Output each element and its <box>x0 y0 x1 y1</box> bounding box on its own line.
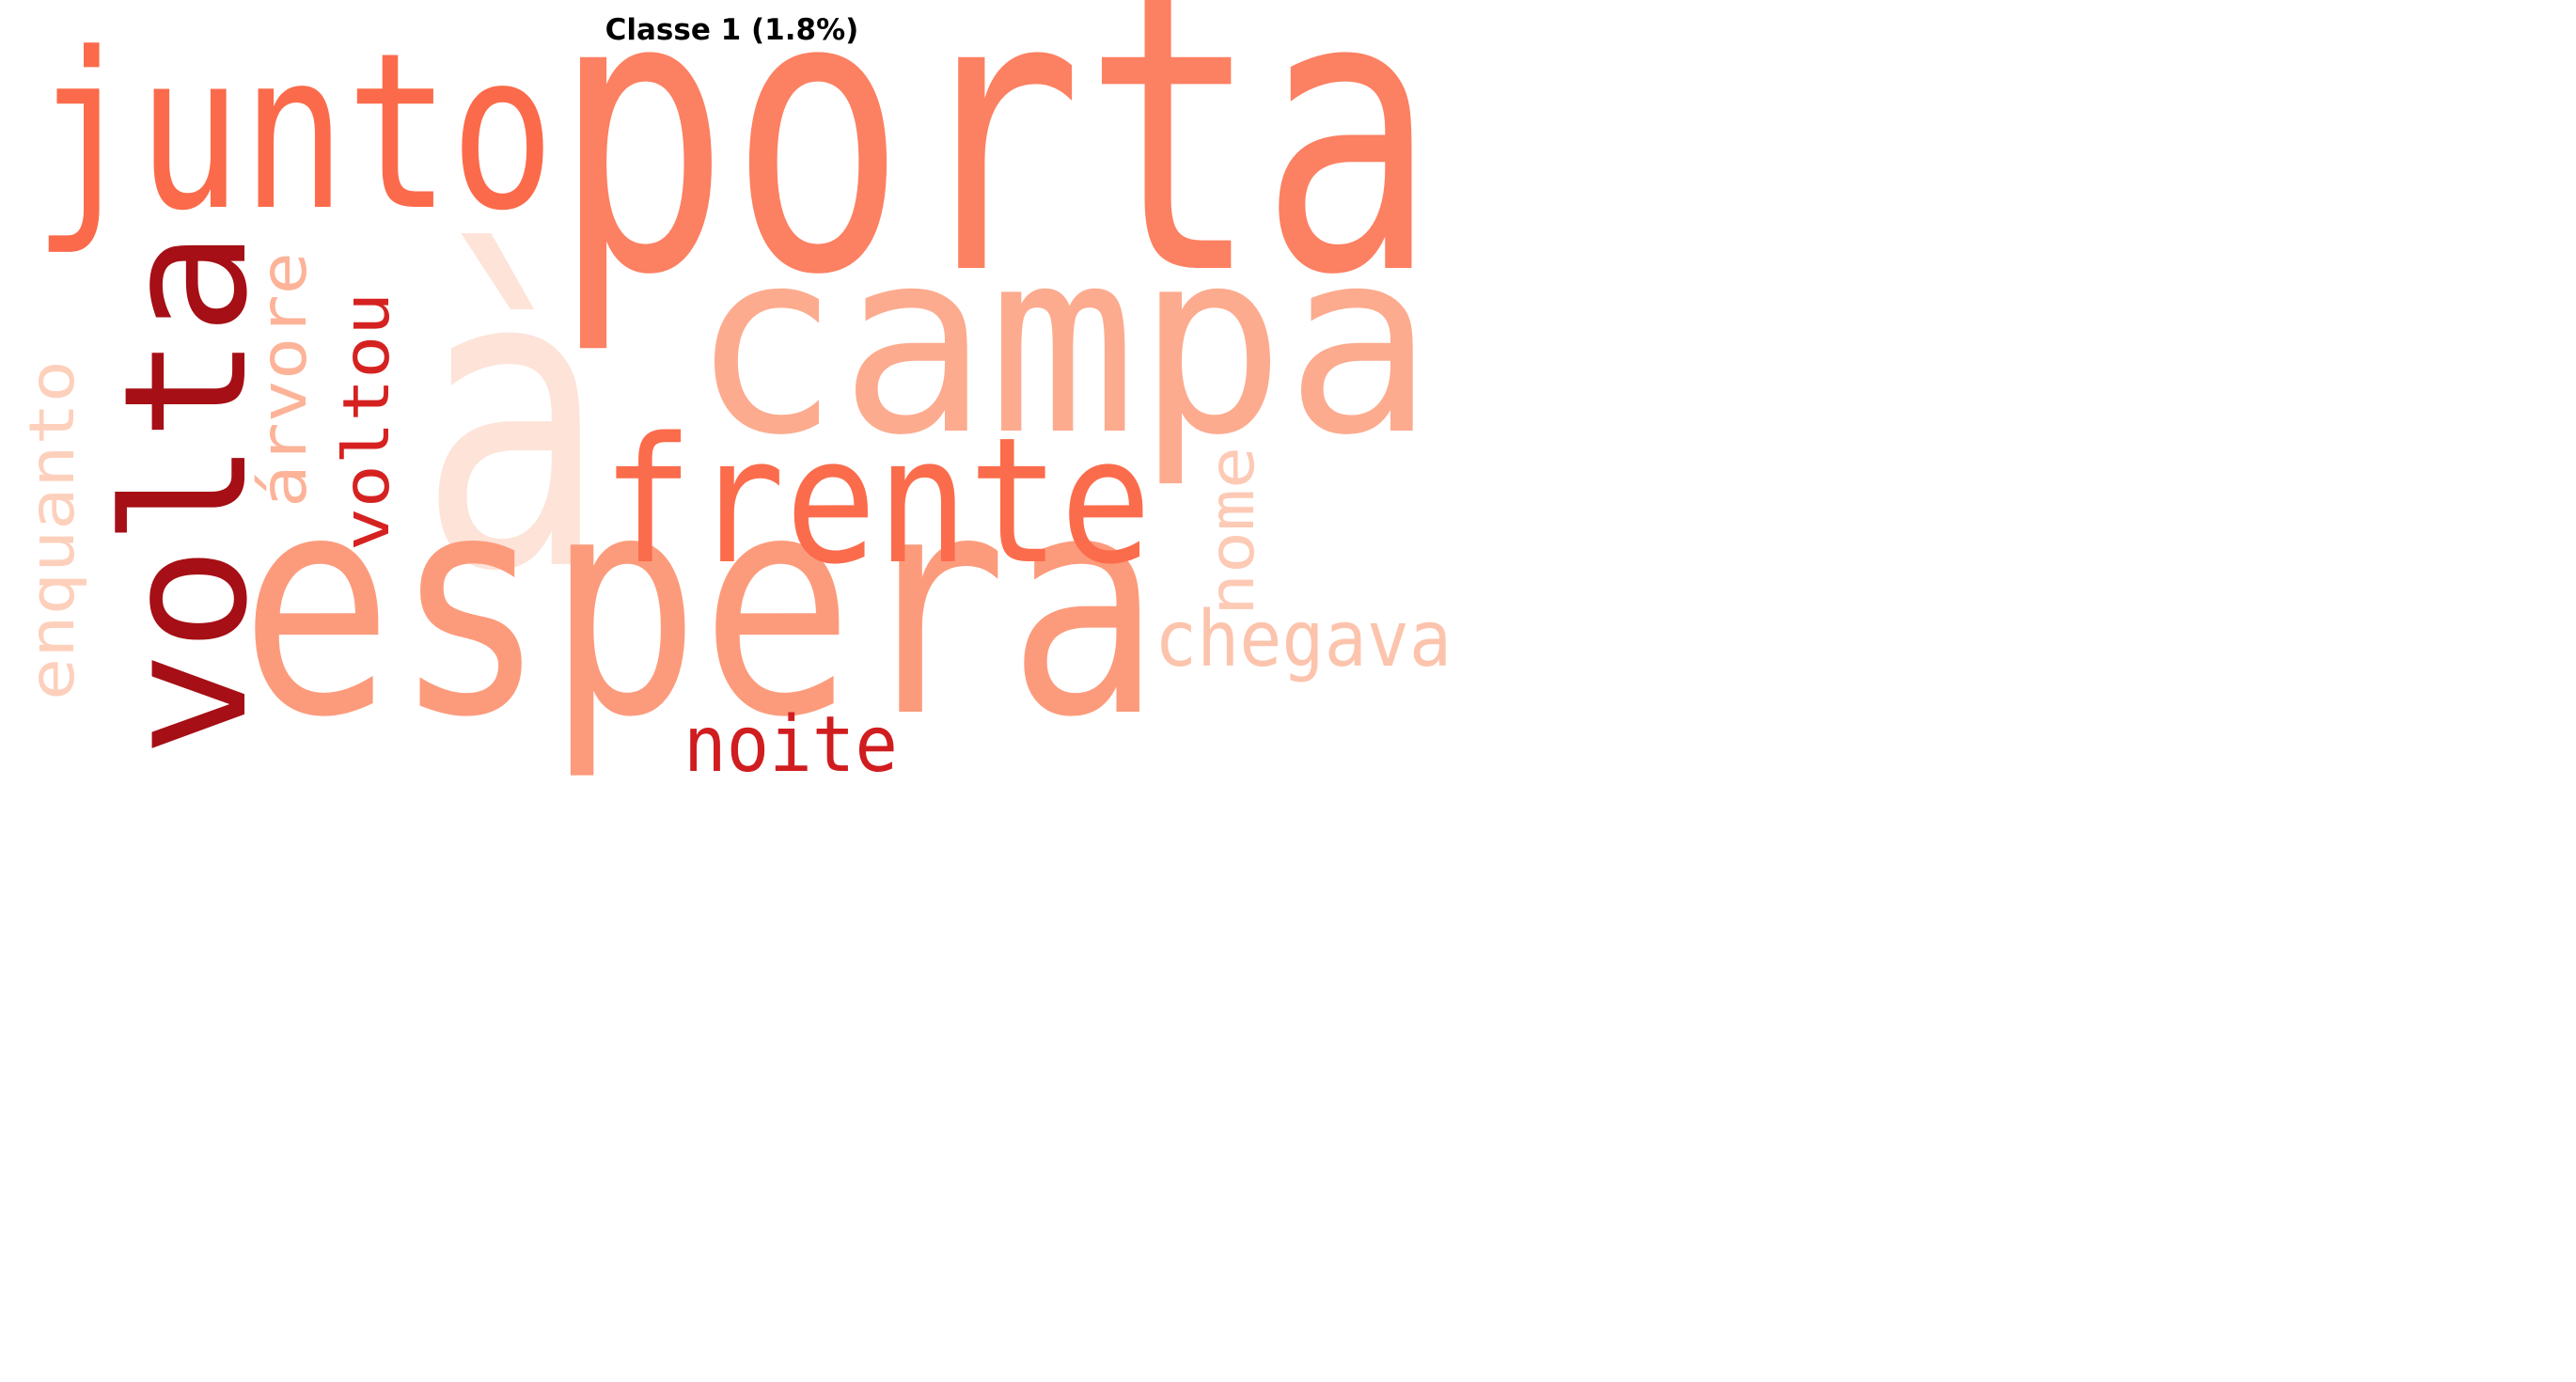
word-porta: porta <box>553 0 1437 359</box>
word-enquanto: enquanto <box>16 360 88 700</box>
word-a-grave: à <box>418 181 606 662</box>
wordcloud-figure: à porta campa espera junto frente chegav… <box>0 0 1464 787</box>
word-nome: nome <box>1196 447 1268 616</box>
word-cloud: à porta campa espera junto frente chegav… <box>16 0 1452 787</box>
word-espera: espera <box>240 428 1161 784</box>
word-noite: noite <box>683 700 898 787</box>
word-voltou: voltou <box>330 292 404 551</box>
word-frente: frente <box>602 400 1152 603</box>
word-volta: volta <box>88 230 285 757</box>
word-chegava: chegava <box>1154 595 1452 684</box>
figure-title: Classe 1 (1.8%) <box>605 13 859 47</box>
word-arvore: árvore <box>247 252 322 508</box>
word-campa: campa <box>691 195 1434 491</box>
word-junto: junto <box>33 8 555 259</box>
